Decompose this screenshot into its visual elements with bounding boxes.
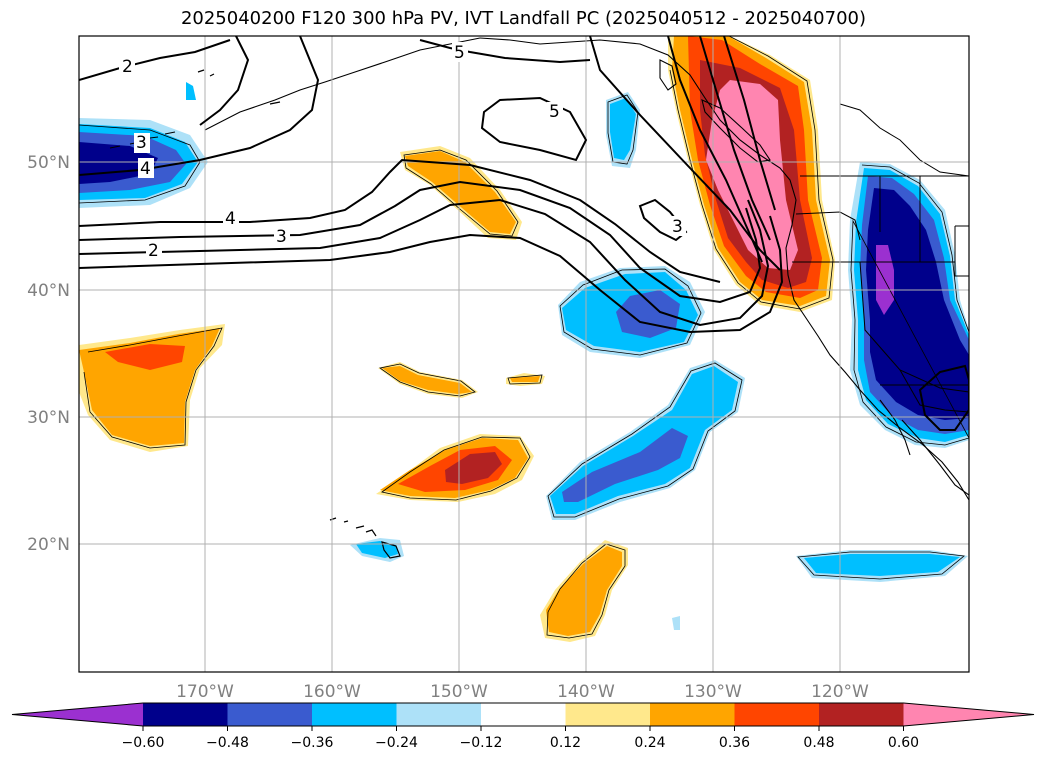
longitude-labels: 170°W 160°W 150°W 140°W 130°W 120°W <box>176 682 869 702</box>
colorbar-tick-label: 0.60 <box>888 735 919 751</box>
colorbar-segment <box>565 703 650 726</box>
political-borders <box>792 36 969 413</box>
pv-label-1: 2 <box>122 57 133 77</box>
lat-label-20n: 20°N <box>27 535 70 555</box>
colorbar-tick-label: −0.48 <box>206 735 249 751</box>
lon-label-150w: 150°W <box>430 682 488 702</box>
colorbar-tick-label: −0.12 <box>460 735 503 751</box>
gridlines <box>79 36 969 672</box>
pv-label-7: 4 <box>140 159 151 179</box>
map-title: 2025040200 F120 300 hPa PV, IVT Landfall… <box>180 8 867 29</box>
colorbar-tick-label: 0.36 <box>719 735 750 751</box>
lon-label-170w: 170°W <box>176 682 234 702</box>
pv-label-5: 5 <box>549 102 560 122</box>
lon-label-120w: 120°W <box>811 682 869 702</box>
colorbar-tick-label: −0.36 <box>291 735 334 751</box>
pv-label-2: 3 <box>136 133 147 153</box>
colorbar-segment <box>312 703 397 726</box>
colorbar-segment <box>396 703 481 726</box>
pv-label-3: 4 <box>225 209 236 229</box>
pc-outline-contours <box>79 36 969 639</box>
pv-label-8: 3 <box>276 227 287 247</box>
negative-region-southeast <box>796 550 968 582</box>
positive-region-pacific-northwest <box>668 36 835 312</box>
colorbar-tick-label: −0.24 <box>375 735 418 751</box>
lat-label-30n: 30°N <box>27 408 70 428</box>
islands <box>197 69 401 559</box>
colorbar-extend-low <box>12 703 143 726</box>
negative-spot-north <box>186 82 196 100</box>
colorbar-segment <box>481 703 566 726</box>
colorbar-segment <box>650 703 735 726</box>
pv-label-9: 2 <box>148 241 159 261</box>
colorbar-tick-label: −0.60 <box>122 735 165 751</box>
negative-region-western-us <box>848 162 969 448</box>
pv-label-6: 3 <box>672 217 683 237</box>
lon-label-160w: 160°W <box>303 682 361 702</box>
colorbar-extend-high <box>903 703 1034 726</box>
map-frame <box>78 35 970 673</box>
colorbar-tick-label: 0.48 <box>803 735 834 751</box>
lat-label-40n: 40°N <box>27 281 70 301</box>
colorbar: −0.60 −0.48 −0.36 −0.24 −0.12 0.12 0.24 0.36 0.4… <box>11 702 1035 751</box>
colorbar-segment <box>143 703 228 726</box>
colorbar-segment <box>819 703 904 726</box>
positive-streak-150w <box>400 146 522 240</box>
positive-small-features <box>378 362 628 642</box>
latitude-labels: 50°N 40°N 30°N 20°N <box>27 153 70 555</box>
lat-label-50n: 50°N <box>27 153 70 173</box>
negative-streak-south <box>546 360 745 520</box>
colorbar-tick-label: 0.12 <box>550 735 581 751</box>
colorbar-tick-label: 0.24 <box>634 735 665 751</box>
map-panel: 2 3 4 5 5 3 4 3 2 <box>79 36 969 672</box>
lon-label-130w: 130°W <box>684 682 742 702</box>
pv-label-4: 5 <box>454 43 465 63</box>
positive-region-central <box>376 434 534 502</box>
negative-spot-south <box>672 616 680 630</box>
colorbar-segment <box>227 703 312 726</box>
negative-region-central <box>558 266 705 358</box>
pv-contour-labels: 2 3 4 5 5 3 4 3 2 <box>119 42 686 261</box>
colorbar-segment <box>734 703 819 726</box>
lon-label-140w: 140°W <box>557 682 615 702</box>
coastlines <box>109 37 969 501</box>
